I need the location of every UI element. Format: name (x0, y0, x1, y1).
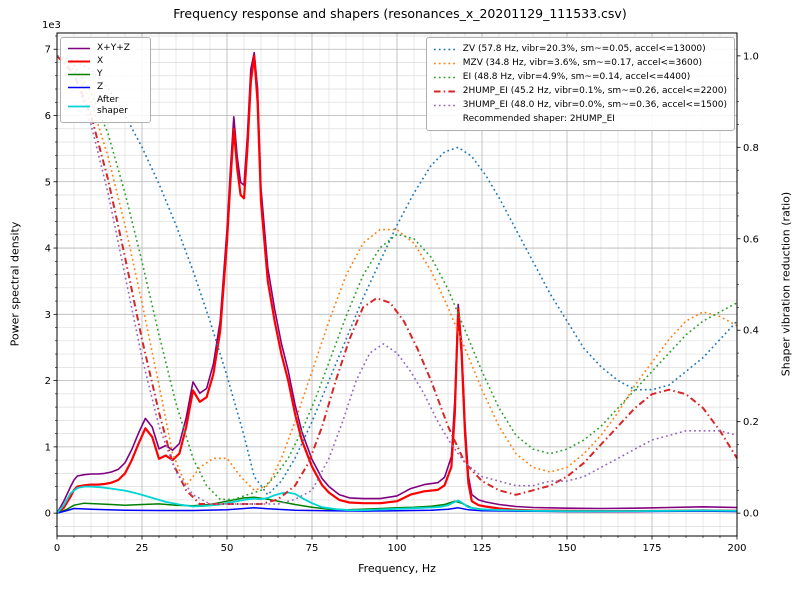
legend-line (433, 76, 456, 78)
tick-label-x: 125 (472, 543, 491, 554)
tick-label-y-left: 7 (45, 45, 51, 56)
series-mzv (56, 55, 738, 492)
tick-label-y-left: 3 (45, 310, 51, 321)
tick-label-x: 100 (387, 543, 406, 554)
legend-label: Recommended shaper: 2HUMP_EI (462, 114, 615, 124)
tick-label-x: 75 (306, 543, 319, 554)
legend-line (433, 90, 456, 92)
legend-entry: ZV (57.8 Hz, vibr=20.3%, sm~=0.05, accel… (433, 42, 727, 56)
legend-label: ZV (57.8 Hz, vibr=20.3%, sm~=0.05, accel… (462, 44, 706, 54)
legend-entry: Recommended shaper: 2HUMP_EI (433, 112, 727, 126)
legend-entry: 3HUMP_EI (48.0 Hz, vibr=0.0%, sm~=0.36, … (433, 98, 727, 112)
legend-entry: MZV (34.8 Hz, vibr=3.6%, sm~=0.17, accel… (433, 56, 727, 70)
legend-entry: After shaper (67, 94, 143, 118)
legend-label: After shaper (97, 95, 128, 116)
tick-label-x: 50 (221, 543, 234, 554)
legend-psd: X+Y+Z X Y Z After shaper (60, 37, 151, 123)
legend-line-sample (67, 59, 91, 64)
tick-label-y-right: 0.8 (743, 143, 759, 154)
legend-line-sample (67, 104, 91, 109)
tick-label-y-right: 1.0 (743, 51, 759, 62)
ylabel-right: Shaper vibration reduction (ratio) (779, 191, 793, 377)
legend-line (68, 73, 90, 76)
legend-line (433, 62, 456, 64)
legend-line-sample (433, 89, 457, 94)
legend-line (433, 104, 456, 106)
series-x (56, 54, 738, 514)
tick-label-y-left: 0 (45, 509, 51, 520)
tick-label-y-left: 1 (45, 442, 51, 453)
legend-entry: 2HUMP_EI (45.2 Hz, vibr=0.1%, sm~=0.26, … (433, 84, 727, 98)
tick-label-y-right: 0.4 (743, 326, 759, 337)
xlabel: Frequency, Hz (358, 562, 436, 575)
tick-label-y-left: 5 (45, 177, 51, 188)
tick-label-x: 0 (54, 543, 60, 554)
legend-line (68, 47, 90, 50)
series-2hump_ei (56, 55, 738, 505)
legend-line-sample (433, 61, 457, 66)
chart-title: Frequency response and shapers (resonanc… (173, 6, 627, 21)
legend-line-sample (433, 103, 457, 108)
y-axis-multiplier: 1e3 (42, 20, 61, 31)
legend-line (433, 48, 456, 50)
tick-label-x: 150 (557, 543, 576, 554)
ylabel-left: Power spectral density (8, 221, 22, 347)
legend-line-sample (67, 72, 91, 77)
legend-entry: X+Y+Z (67, 42, 143, 55)
legend-label: Y (97, 69, 103, 79)
legend-entry: EI (48.8 Hz, vibr=4.9%, sm~=0.14, accel<… (433, 70, 727, 84)
legend-label: 2HUMP_EI (45.2 Hz, vibr=0.1%, sm~=0.26, … (462, 86, 727, 96)
legend-entry: X (67, 55, 143, 68)
tick-label-x: 25 (136, 543, 149, 554)
legend-line (68, 60, 90, 63)
tick-label-y-right: 0.0 (743, 509, 759, 520)
plot-border (56, 32, 738, 537)
legend-label: 3HUMP_EI (48.0 Hz, vibr=0.0%, sm~=0.36, … (462, 100, 727, 110)
tick-label-x: 200 (727, 543, 746, 554)
tick-label-y-left: 2 (45, 376, 51, 387)
legend-label: X+Y+Z (97, 43, 130, 53)
tick-label-y-left: 6 (45, 111, 51, 122)
tick-label-y-right: 0.2 (743, 417, 759, 428)
tick-label-y-left: 4 (45, 244, 51, 255)
legend-line (68, 105, 90, 107)
tick-label-x: 175 (642, 543, 661, 554)
legend-line-sample (67, 46, 91, 51)
legend-label: X (97, 56, 104, 66)
series-zv (56, 55, 738, 496)
tick-label-y-right: 0.6 (743, 234, 759, 245)
legend-label: EI (48.8 Hz, vibr=4.9%, sm~=0.14, accel<… (462, 72, 691, 82)
legend-shapers: ZV (57.8 Hz, vibr=20.3%, sm~=0.05, accel… (425, 37, 735, 131)
legend-entry: Y (67, 68, 143, 81)
legend-label: Z (97, 82, 104, 92)
legend-line-sample (67, 85, 91, 90)
legend-line (68, 86, 90, 89)
legend-line-sample (433, 75, 457, 80)
series-ei (56, 55, 738, 501)
legend-entry: Z (67, 81, 143, 94)
series-after (56, 485, 738, 514)
legend-line-sample (433, 47, 457, 52)
legend-label: MZV (34.8 Hz, vibr=3.6%, sm~=0.17, accel… (462, 58, 702, 68)
